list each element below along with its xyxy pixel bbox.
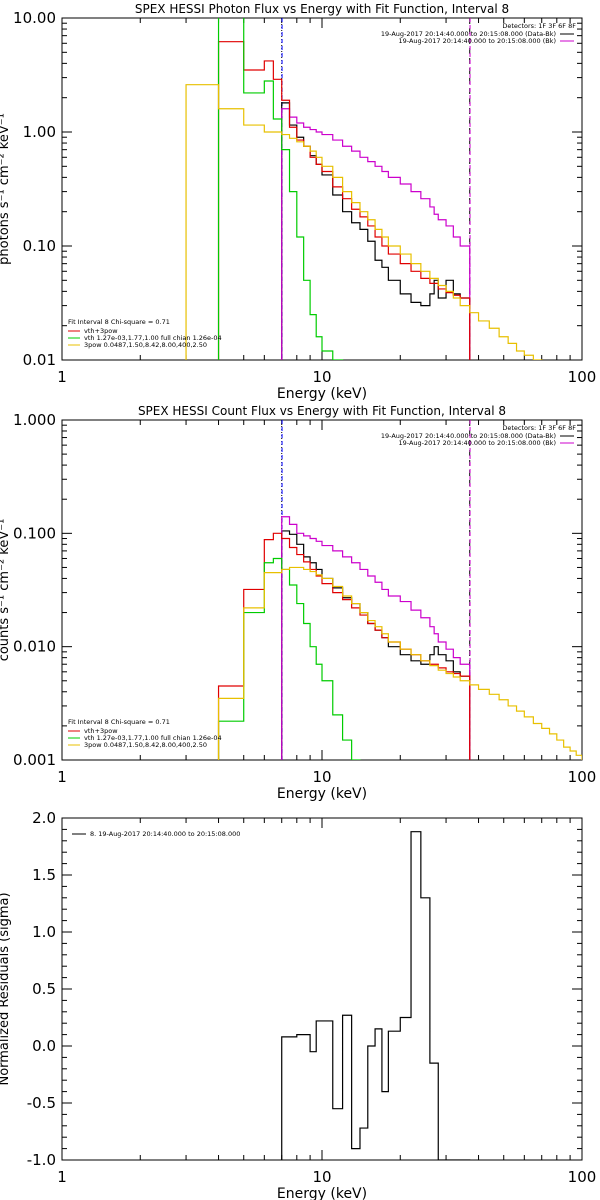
y-tick-label-1-0: -1.0	[27, 1151, 56, 1169]
legend-fit-entry-vth: vth 1.27e-03,1.77,1.00 full chian 1.26e-…	[84, 334, 222, 342]
y-tick-label-0-0: 0.0	[32, 1037, 56, 1055]
series-vth-3pow	[217, 41, 471, 360]
series-vth-3pow	[217, 532, 471, 760]
legend-top-right-entry: 19-Aug-2017 20:14:40.000 to 20:15:08.000…	[381, 432, 556, 440]
y-tick-label-0-01: 0.01	[23, 351, 56, 369]
x-tick-label-1: 1	[57, 768, 67, 786]
plot-frame	[61, 817, 583, 1161]
y-tick-label-1-5: 1.5	[32, 866, 56, 884]
legend-fit-entry-3pow: 3pow 0.0487,1.50,8.42,8.00,400,2.50	[84, 341, 207, 349]
fit-interval-header: Fit Interval 8 Chi-square = 0.71	[68, 718, 170, 726]
plot-area	[217, 420, 582, 760]
y-axis-label: photons s⁻¹ cm⁻² keV⁻¹	[0, 113, 12, 265]
photon-flux-panel: 1 10 100 0.01 0.10 1.00 10.00 SPEX HESSI Photon…	[0, 2, 596, 402]
y-tick-label-0-010: 0.010	[13, 638, 56, 656]
y-axis-label: counts s⁻¹ cm⁻² keV⁻¹	[0, 519, 12, 662]
x-tick-label-1: 1	[57, 1168, 67, 1186]
x-tick-label-100: 100	[568, 768, 597, 786]
y-tick-label-1-00: 1.00	[23, 123, 56, 141]
x-tick-label-100: 100	[568, 1168, 597, 1186]
series-data-bk	[281, 102, 471, 360]
plot-frame	[61, 17, 583, 361]
legend-fit-entry-3pow: 3pow 0.0487,1.50,8.42,8.00,400,2.50	[84, 741, 207, 749]
fit-interval-header: Fit Interval 8 Chi-square = 0.71	[68, 318, 170, 326]
legend-top-left-entry: 8. 19-Aug-2017 20:14:40.000 to 20:15:08.…	[90, 830, 240, 838]
chart-title: SPEX HESSI Photon Flux vs Energy with Fi…	[135, 2, 509, 16]
series-vth	[217, 18, 344, 360]
y-tick-label-10-00: 10.00	[13, 9, 56, 27]
plot-frame	[61, 419, 583, 761]
series-bk	[281, 108, 471, 360]
y-tick-label-0-5: 0.5	[32, 980, 56, 998]
x-axis-label: Energy (keV)	[277, 786, 367, 802]
chart-title: SPEX HESSI Count Flux vs Energy with Fit…	[138, 404, 506, 418]
series-bk	[281, 516, 471, 760]
series-8-19-aug-2017-20-14-40-000-to-20-15-08-000	[281, 831, 471, 1160]
x-tick-label-100: 100	[568, 368, 597, 386]
legend-top-right-entry: 19-Aug-2017 20:14:40.000 to 20:15:08.000…	[399, 439, 556, 447]
y-tick-label-1-000: 1.000	[13, 411, 56, 429]
legend-fit-entry-vth-3pow: vth+3pow	[84, 727, 118, 735]
x-axis-label: Energy (keV)	[277, 386, 367, 402]
legend-fit-entry-vth-3pow: vth+3pow	[84, 327, 118, 335]
y-tick-label-1-0: 1.0	[32, 923, 56, 941]
x-tick-label-1: 1	[57, 368, 67, 386]
count-flux-panel: 1 10 100 0.001 0.010 0.100 1.000 SPEX HESSI Cou…	[0, 404, 596, 802]
plot-area	[185, 18, 543, 360]
series-3pow	[217, 566, 582, 760]
x-tick-label-10: 10	[312, 1168, 331, 1186]
x-tick-label-10: 10	[312, 768, 331, 786]
legend-top-right-entry: 19-Aug-2017 20:14:40.000 to 20:15:08.000…	[381, 30, 556, 38]
y-tick-label-0-5: -0.5	[27, 1094, 56, 1112]
legend-top-right-entry: 19-Aug-2017 20:14:40.000 to 20:15:08.000…	[399, 37, 556, 45]
plot-area	[281, 831, 471, 1160]
detectors-label: Detectors: 1F 3F 6F 8F	[502, 424, 576, 432]
x-tick-label-10: 10	[312, 368, 331, 386]
residuals-panel: 1 10 100 -1.0 -0.5 0.0 0.5 1.0 1.5 2.0 Energy (keV…	[0, 809, 596, 1200]
y-tick-label-0-001: 0.001	[13, 751, 56, 769]
legend-fit-entry-vth: vth 1.27e-03,1.77,1.00 full chian 1.26e-…	[84, 734, 222, 742]
y-axis-label: Normalized Residuals (sigma)	[0, 892, 12, 1085]
series-3pow	[185, 84, 543, 360]
x-axis-label: Energy (keV)	[277, 1186, 367, 1200]
series-vth	[217, 557, 361, 760]
y-tick-label-0-10: 0.10	[23, 237, 56, 255]
detectors-label: Detectors: 1F 3F 6F 8F	[502, 22, 576, 30]
y-tick-label-2-0: 2.0	[32, 809, 56, 827]
y-tick-label-0-100: 0.100	[13, 524, 56, 542]
